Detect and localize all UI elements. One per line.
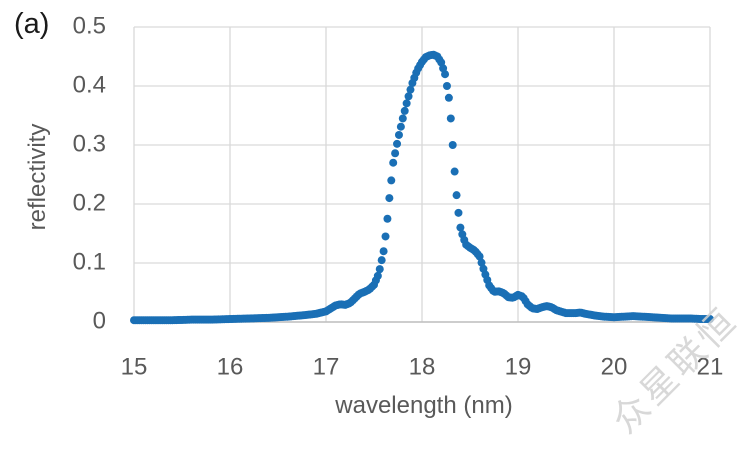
y-tick-label: 0 [93, 307, 106, 334]
panel-label: (a) [14, 8, 50, 40]
data-point [441, 70, 450, 79]
data-point [375, 265, 384, 274]
data-point [406, 85, 415, 94]
y-tick-label: 0.5 [73, 12, 106, 39]
y-axis-title: reflectivity [24, 123, 51, 231]
tick-labels-group: 0 0.1 0.2 0.3 0.4 0.5 15 16 17 18 19 20 21 [73, 12, 724, 380]
x-tick-label: 21 [697, 353, 724, 380]
y-tick-label: 0.3 [73, 130, 106, 157]
data-point [452, 191, 461, 200]
data-point [394, 130, 403, 139]
data-point [706, 315, 714, 324]
data-point [385, 194, 394, 203]
data-point [475, 252, 484, 261]
gridlines-group [133, 26, 711, 323]
y-tick-label: 0.1 [73, 248, 106, 275]
data-point [379, 247, 388, 256]
data-point [377, 256, 386, 265]
y-tick-label: 0.4 [73, 71, 106, 98]
x-tick-label: 17 [313, 353, 340, 380]
data-point [396, 122, 405, 131]
data-point [456, 223, 465, 232]
x-axis-title: wavelength (nm) [335, 392, 513, 419]
data-point [454, 208, 463, 217]
data-point [444, 93, 453, 102]
x-tick-label: 20 [601, 353, 628, 380]
data-point [448, 141, 457, 149]
data-point [391, 149, 400, 158]
data-point [402, 99, 411, 108]
y-tick-label: 0.2 [73, 189, 106, 216]
x-tick-label: 16 [217, 353, 244, 380]
x-tick-label: 18 [409, 353, 436, 380]
data-point [450, 167, 459, 176]
data-series-group [130, 50, 714, 325]
x-tick-label: 19 [505, 353, 532, 380]
data-point [389, 158, 398, 167]
data-point [381, 232, 390, 241]
data-point [398, 114, 407, 123]
x-tick-label: 15 [121, 353, 148, 380]
data-point [400, 106, 409, 115]
data-point [383, 214, 392, 223]
data-point [477, 258, 486, 267]
data-point [373, 271, 382, 280]
data-point [393, 139, 402, 148]
data-point [442, 82, 451, 90]
data-point [387, 176, 396, 185]
data-point [404, 92, 413, 101]
data-point [446, 114, 455, 123]
